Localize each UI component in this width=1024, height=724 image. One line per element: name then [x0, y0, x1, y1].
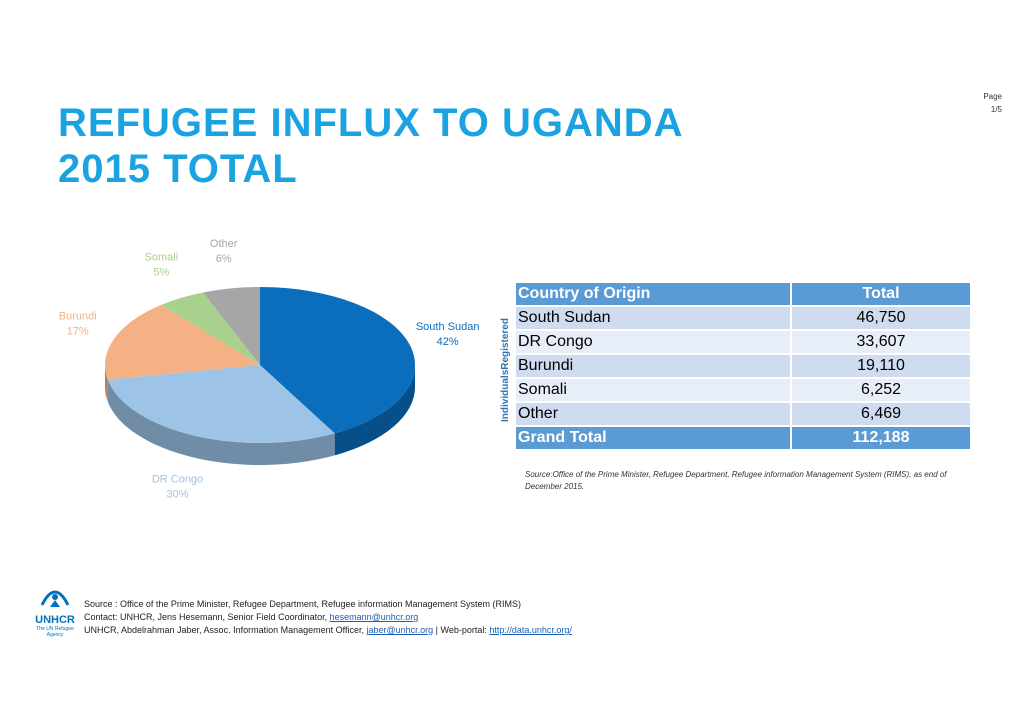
footer-line: Contact: UNHCR, Jens Hesemann, Senior Fi… [84, 611, 572, 624]
slice [260, 287, 416, 434]
table-cell: Burundi [516, 355, 790, 377]
table-wrap: Country of Origin Total South Sudan 46,75… [514, 281, 972, 451]
slice-side [107, 379, 335, 465]
slice [161, 292, 260, 365]
footer-text: | Web-portal: [433, 625, 490, 635]
footer-text: UNHCR, Abdelrahman Jaber, Assoc. Informa… [84, 625, 367, 635]
title-line: REFUGEE INFLUX TO UGANDA [58, 101, 684, 145]
table-cell: Grand Total [516, 427, 790, 449]
header-cell: Total [792, 283, 970, 305]
pie-chart: South Sudan 42% DR Congo 30% Burundi 17% Somal… [59, 238, 480, 500]
table-cell: South Sudan [516, 307, 790, 329]
note-text: Office of the Prime Minister, Refugee De… [525, 470, 947, 491]
table-cell: 19,110 [792, 355, 970, 377]
slice [202, 287, 260, 365]
footer-line: UNHCR, Abdelrahman Jaber, Assoc. Informa… [84, 624, 572, 637]
slice-side-shade [105, 365, 108, 402]
footer-line: Source : Office of the Prime Minister, R… [84, 598, 572, 611]
slice-side-shade [107, 379, 335, 465]
slice-value-label: 42% [437, 336, 459, 348]
table-body: Country of Origin Total South Sudan 46,75… [516, 283, 970, 449]
table-cell: 6,252 [792, 379, 970, 401]
slice-label: DR Congo [152, 473, 203, 485]
table-cell: 33,607 [792, 331, 970, 353]
slice [107, 365, 335, 443]
table-cell: Somali [516, 379, 790, 401]
table-cell: 112,188 [792, 427, 970, 449]
slice-value-label: 17% [67, 326, 89, 338]
slice-label: Somali [145, 252, 179, 264]
logo: UNHCR The UN Refugee Agency [30, 585, 80, 638]
email-link[interactable]: jaber@unhcr.org [366, 625, 434, 635]
table-row: Somali 6,252 [516, 379, 970, 401]
slice-value-label: 30% [166, 488, 188, 500]
table-note: Source:Office of the Prime Minister, Ref… [525, 469, 975, 493]
table-row: DR Congo 33,607 [516, 331, 970, 353]
header-cell: Country of Origin [516, 283, 790, 305]
note-prefix: Source: [525, 470, 553, 479]
slice-side [105, 365, 108, 402]
header-row: Country of Origin Total [516, 283, 970, 305]
web-link[interactable]: http://data.unhcr.org/ [489, 625, 572, 635]
page-number: Page 1/5 [983, 90, 1002, 116]
page-count: 1/5 [990, 105, 1002, 114]
title-line: 2015 TOTAL [58, 147, 298, 191]
logo-icon [40, 590, 70, 607]
table-cell: DR Congo [516, 331, 790, 353]
slice-side [334, 365, 415, 456]
table: Country of Origin Total South Sudan 46,75… [514, 281, 972, 451]
slice-label: Burundi [59, 311, 97, 323]
title: REFUGEE INFLUX TO UGANDA 2015 TOTAL [58, 100, 684, 192]
email-link[interactable]: hesemann@unhcr.org [329, 612, 419, 622]
table-cell: 46,750 [792, 307, 970, 329]
table-row: Burundi 19,110 [516, 355, 970, 377]
footer: Source : Office of the Prime Minister, R… [84, 598, 572, 637]
table-row: South Sudan 46,750 [516, 307, 970, 329]
slice-label: Other [210, 238, 238, 250]
slice-label: South Sudan [416, 321, 480, 333]
table-cell: 6,469 [792, 403, 970, 425]
side-label: IndividualsRegistered [500, 318, 511, 422]
footer-text: Source : Office of the Prime Minister, R… [84, 599, 522, 609]
footer-text: Contact: UNHCR, Jens Hesemann, Senior Fi… [84, 612, 330, 622]
table-cell: Other [516, 403, 790, 425]
table-row: Other 6,469 [516, 403, 970, 425]
logo-tagline: The UN Refugee Agency [36, 626, 74, 638]
slice [104, 304, 260, 380]
table-row: Grand Total 112,188 [516, 427, 970, 449]
slice-value-label: 5% [153, 267, 169, 279]
page-label: Page [983, 92, 1002, 101]
logo-name: UNHCR [35, 614, 75, 626]
slice-side-shade [334, 365, 415, 456]
slice-value-label: 6% [216, 253, 232, 265]
